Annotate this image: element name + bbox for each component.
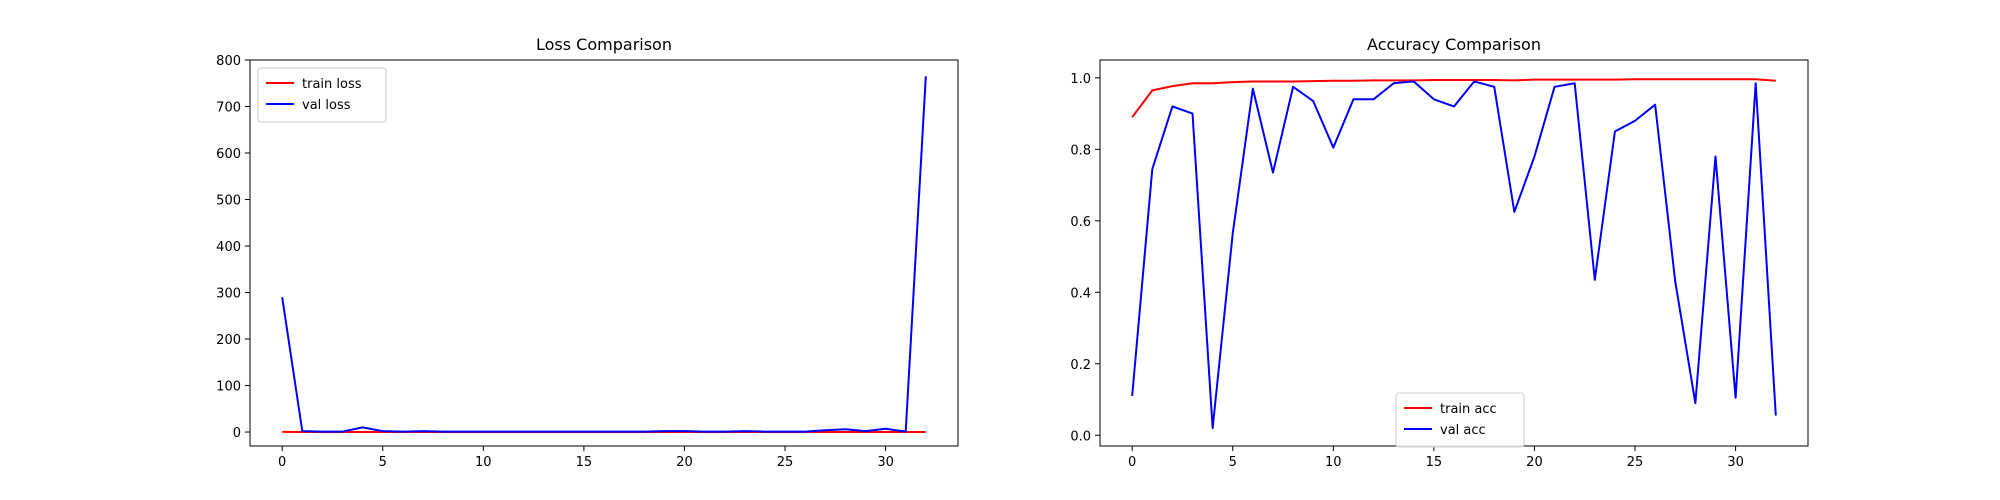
x-tick-label: 25	[1627, 455, 1644, 470]
val-acc-line	[1131, 80, 1777, 430]
legend-label: val loss	[302, 98, 351, 113]
y-tick-label: 600	[216, 147, 241, 162]
x-tick-label: 0	[1128, 455, 1136, 470]
y-tick-label: 0.4	[1070, 286, 1091, 301]
y-tick-label: 300	[216, 287, 241, 302]
y-tick-label: 0.8	[1070, 143, 1091, 158]
x-tick-label: 30	[1727, 455, 1744, 470]
y-tick-label: 1.0	[1070, 72, 1091, 87]
x-tick-label: 10	[1325, 455, 1342, 470]
y-tick-label: 100	[216, 380, 241, 395]
y-tick-label: 0.0	[1070, 429, 1091, 444]
legend-label: train acc	[1440, 402, 1497, 417]
chart-title: Loss Comparison	[536, 35, 672, 54]
val-loss-line	[281, 76, 927, 433]
y-tick-label: 200	[216, 333, 241, 348]
y-tick-label: 0.2	[1070, 358, 1091, 373]
legend	[1395, 392, 1525, 448]
chart-title: Accuracy Comparison	[1367, 35, 1541, 54]
x-tick-label: 15	[1426, 455, 1443, 470]
legend	[257, 67, 387, 123]
x-tick-label: 20	[1526, 455, 1543, 470]
y-tick-label: 400	[216, 240, 241, 255]
y-tick-label: 800	[216, 54, 241, 69]
x-tick-label: 5	[1229, 455, 1237, 470]
axes-frame	[1099, 59, 1809, 447]
train-acc-line	[1131, 78, 1776, 118]
legend-label: train loss	[302, 77, 362, 92]
x-tick-label: 30	[877, 455, 894, 470]
legend-label: val acc	[1440, 423, 1486, 438]
x-tick-label: 10	[475, 455, 492, 470]
axes-frame	[249, 59, 959, 447]
x-tick-label: 0	[278, 455, 286, 470]
x-tick-label: 15	[576, 455, 593, 470]
accuracy-comparison-chart: Accuracy Comparison 0 5 10 15 20 25 30 0.0 0.2 0.4…	[1070, 35, 1809, 470]
x-tick-label: 5	[379, 455, 387, 470]
y-tick-label: 700	[216, 101, 241, 116]
x-tick-label: 20	[676, 455, 693, 470]
y-tick-label: 0	[233, 426, 241, 441]
y-tick-label: 500	[216, 194, 241, 209]
x-tick-label: 25	[777, 455, 794, 470]
y-tick-label: 0.6	[1070, 215, 1091, 230]
